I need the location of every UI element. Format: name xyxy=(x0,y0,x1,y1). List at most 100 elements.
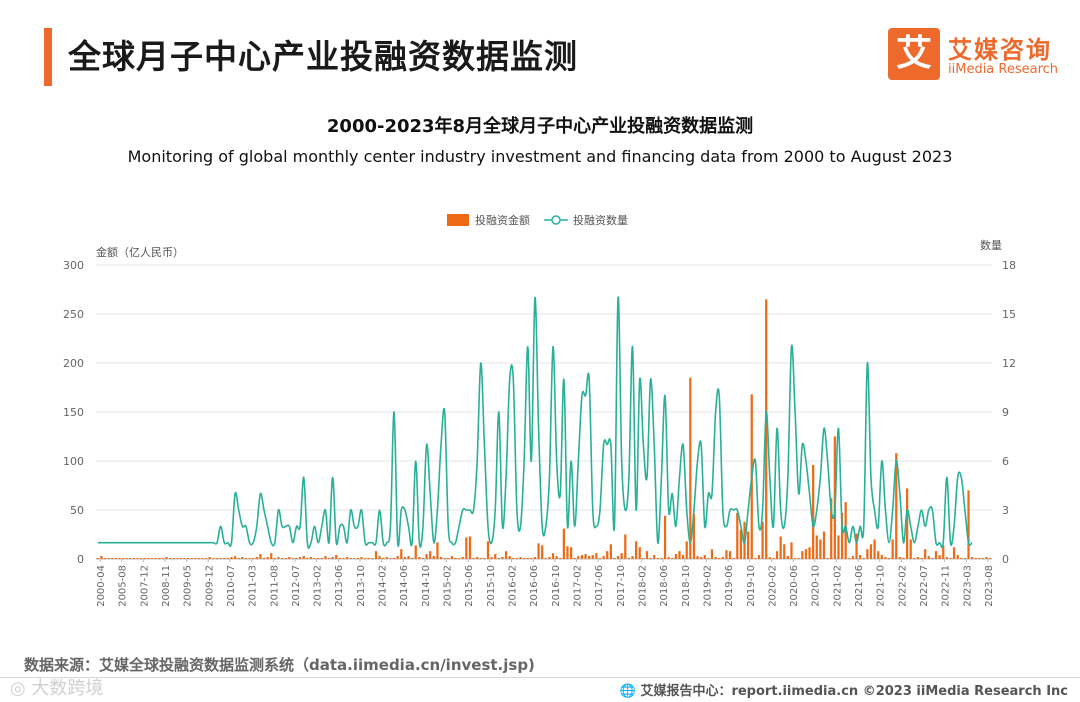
bar xyxy=(382,558,385,559)
bar xyxy=(739,529,743,559)
bar xyxy=(902,558,905,559)
bar xyxy=(757,555,761,559)
bar xyxy=(613,558,616,559)
bar xyxy=(212,558,215,559)
x-tick-label: 2012-07 xyxy=(291,565,302,607)
data-source-note: 数据来源：艾媒全球投融资数据监测系统（data.iimedia.cn/inves… xyxy=(24,656,535,674)
bar xyxy=(920,558,923,559)
bar xyxy=(963,558,967,559)
bar xyxy=(111,558,114,559)
bar xyxy=(284,558,287,559)
bar xyxy=(931,558,934,559)
bar xyxy=(168,558,172,559)
bar xyxy=(306,558,309,559)
bar xyxy=(530,558,533,559)
bar xyxy=(313,558,316,559)
bar xyxy=(985,557,988,559)
bar xyxy=(237,558,240,559)
chart-title: 2000-2023年8月全球月子中心产业投融资数据监测 xyxy=(326,116,754,137)
bar xyxy=(786,556,789,559)
bar xyxy=(793,558,797,559)
x-tick-label: 2015-10 xyxy=(486,565,497,607)
bar xyxy=(288,557,291,559)
bar xyxy=(197,558,201,559)
bar xyxy=(877,551,880,559)
x-tick-label: 2016-10 xyxy=(551,565,562,607)
bar xyxy=(956,555,959,559)
bar xyxy=(855,533,858,559)
bar xyxy=(187,558,190,559)
bar xyxy=(291,558,295,559)
bar xyxy=(978,558,981,559)
logo-text-en: iiMedia Research xyxy=(948,62,1059,77)
bar xyxy=(685,541,688,559)
bar xyxy=(266,557,269,559)
bar xyxy=(638,547,641,559)
bar xyxy=(208,557,211,559)
x-tick-label: 2005-08 xyxy=(118,565,129,607)
bar xyxy=(945,557,948,559)
bar xyxy=(273,558,276,559)
x-tick-label: 2013-06 xyxy=(334,565,345,607)
left-tick-label: 150 xyxy=(63,406,84,419)
bar xyxy=(515,558,519,559)
bar xyxy=(425,554,428,559)
bar xyxy=(873,539,876,559)
bar xyxy=(114,558,117,559)
x-tick-label: 2022-11 xyxy=(941,565,952,607)
bar xyxy=(837,535,840,559)
x-tick-label: 2021-06 xyxy=(854,565,865,607)
bar xyxy=(411,558,414,559)
bar xyxy=(526,558,529,559)
bar xyxy=(158,558,161,559)
bar xyxy=(136,558,139,559)
bar xyxy=(396,556,399,559)
bar xyxy=(859,555,862,559)
bar xyxy=(490,557,493,559)
bar xyxy=(190,558,193,559)
bar xyxy=(205,558,208,559)
bar xyxy=(775,551,779,559)
bar xyxy=(165,557,168,559)
bar xyxy=(439,557,443,559)
x-tick-label: 2019-02 xyxy=(702,565,713,607)
bar xyxy=(132,558,136,559)
bar xyxy=(378,556,381,559)
x-tick-label: 2019-10 xyxy=(746,565,757,607)
bar xyxy=(580,555,584,559)
bar xyxy=(663,515,667,559)
bar xyxy=(562,528,565,559)
bar xyxy=(364,558,367,559)
bar xyxy=(801,551,804,559)
x-tick-label: 2015-02 xyxy=(443,565,454,607)
bar xyxy=(700,557,703,559)
bar xyxy=(494,554,497,559)
bar xyxy=(403,557,407,559)
bar xyxy=(862,558,865,559)
x-tick-label: 2021-10 xyxy=(876,565,887,607)
bar xyxy=(555,556,558,559)
bar xyxy=(338,558,341,559)
bar xyxy=(671,558,674,559)
bar xyxy=(349,558,352,559)
bar xyxy=(143,558,146,559)
bar xyxy=(400,549,403,559)
bar xyxy=(147,558,150,559)
bar xyxy=(588,556,591,559)
bar xyxy=(736,512,739,559)
bar xyxy=(103,558,107,559)
x-tick-label: 2019-06 xyxy=(724,565,735,607)
bar xyxy=(129,558,132,559)
bar xyxy=(125,558,128,559)
bar xyxy=(848,558,851,559)
bar xyxy=(602,556,605,559)
bar xyxy=(573,558,576,559)
bar xyxy=(747,531,750,559)
bar xyxy=(389,558,392,559)
bar xyxy=(223,558,226,559)
left-tick-label: 250 xyxy=(63,308,84,321)
bar xyxy=(483,558,486,559)
bar xyxy=(967,490,970,559)
bar xyxy=(150,558,154,559)
bar xyxy=(519,557,522,559)
